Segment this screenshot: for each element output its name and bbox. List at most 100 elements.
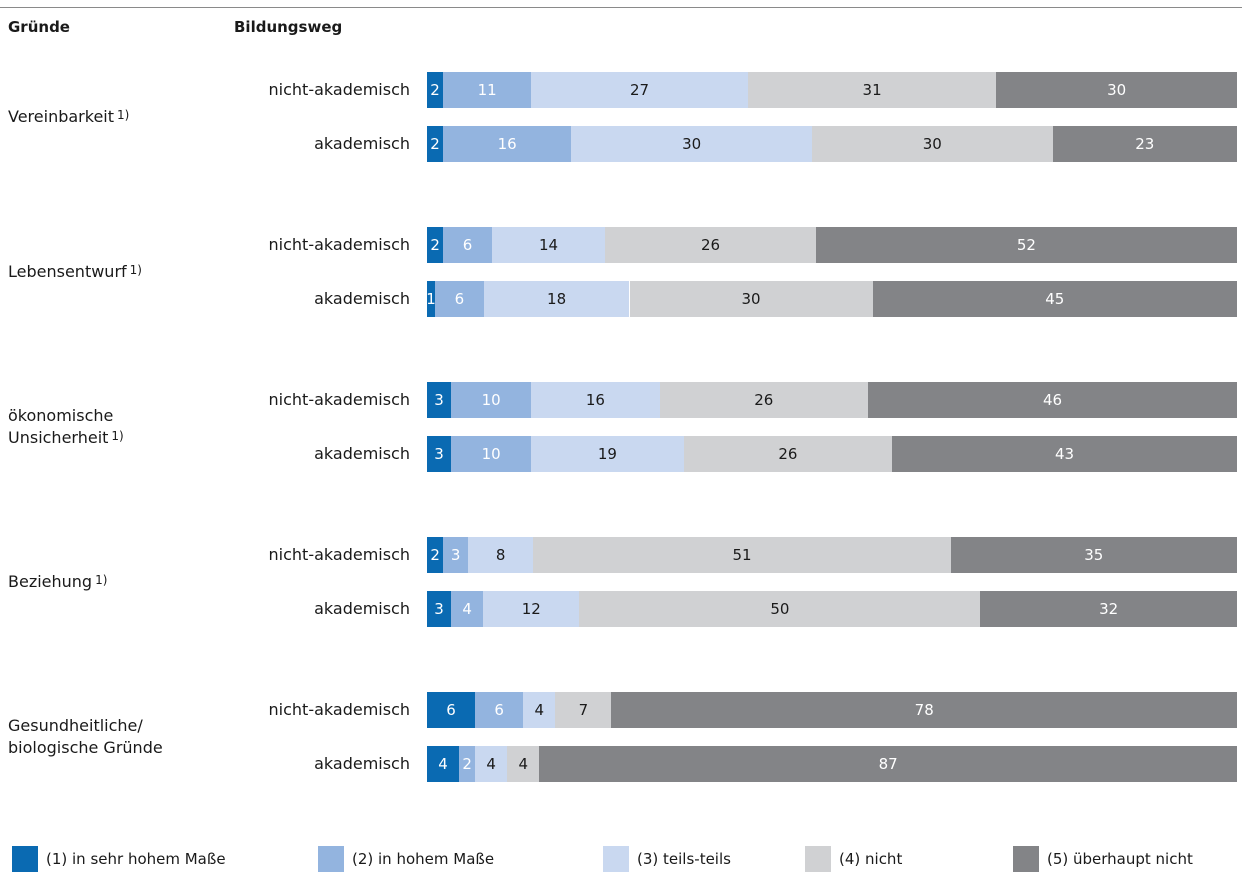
- legend-item: (4) nicht: [805, 846, 902, 872]
- bar-value-label: 8: [495, 546, 506, 564]
- group-label-line: ökonomische: [8, 406, 114, 425]
- bar-segment: 26: [605, 227, 816, 263]
- legend-swatch: [603, 846, 629, 872]
- bar-segment: 51: [533, 537, 951, 573]
- row-label: nicht-akademisch: [268, 545, 410, 564]
- bar-value-label: 6: [454, 290, 465, 308]
- row-label: akademisch: [314, 289, 410, 308]
- bar-value-label: 6: [462, 236, 473, 254]
- group-label-line: Lebensentwurf: [8, 262, 127, 281]
- bar-value-label: 32: [1099, 600, 1119, 618]
- row-label: nicht-akademisch: [268, 80, 410, 99]
- bar-value-label: 6: [494, 701, 504, 719]
- bar-segment: 16: [531, 382, 660, 418]
- bar-value-label: 16: [497, 135, 517, 153]
- footnote-marker: 1): [95, 573, 108, 587]
- bar-value-label: 2: [430, 135, 440, 153]
- bar-value-label: 30: [682, 135, 702, 153]
- row-label: nicht-akademisch: [268, 390, 410, 409]
- bar-segment: 2: [459, 746, 476, 782]
- bar-segment: 6: [427, 692, 476, 728]
- bar-segment: 2: [427, 537, 444, 573]
- bar-segment: 50: [579, 591, 981, 627]
- bar-value-label: 19: [597, 445, 617, 463]
- bar-segment: 35: [950, 537, 1237, 573]
- bar-value-label: 43: [1055, 445, 1075, 463]
- bar-segment: 87: [539, 746, 1237, 782]
- bar-segment: 30: [811, 126, 1053, 162]
- bar-segment: 4: [523, 692, 556, 728]
- bar-segment: 3: [427, 436, 452, 472]
- bar-segment: 4: [427, 746, 460, 782]
- bar-value-label: 78: [914, 701, 934, 719]
- bar-value-label: 31: [862, 81, 882, 99]
- group-label: Lebensentwurf 1): [8, 261, 142, 284]
- bar-value-label: 11: [477, 81, 497, 99]
- footnote-marker: 1): [111, 429, 124, 443]
- bar-value-label: 3: [434, 391, 444, 409]
- bar-segment: 4: [507, 746, 540, 782]
- group-label: Gesundheitliche/biologische Gründe: [8, 715, 163, 759]
- row-label: nicht-akademisch: [268, 700, 410, 719]
- bar-value-label: 30: [922, 135, 942, 153]
- bar-segment: 6: [443, 227, 492, 263]
- bar-segment: 3: [427, 591, 452, 627]
- bar-value-label: 52: [1016, 236, 1036, 254]
- bar-segment: 23: [1052, 126, 1237, 162]
- bar-segment: 8: [467, 537, 534, 573]
- footnote-marker: 1): [117, 108, 130, 122]
- bar-value-label: 7: [578, 701, 589, 719]
- bar-segment: 27: [531, 72, 748, 108]
- bar-segment: 43: [892, 436, 1237, 472]
- group-label: Vereinbarkeit 1): [8, 106, 129, 129]
- bar-value-label: 30: [1107, 81, 1127, 99]
- bar-value-label: 6: [446, 701, 456, 719]
- bar-value-label: 4: [486, 755, 496, 773]
- bar-segment: 78: [611, 692, 1237, 728]
- bar-value-label: 2: [462, 755, 472, 773]
- bar-value-label: 87: [878, 755, 898, 773]
- legend-label: (5) überhaupt nicht: [1047, 850, 1193, 868]
- row-label: nicht-akademisch: [268, 235, 410, 254]
- legend-item: (1) in sehr hohem Maße: [12, 846, 226, 872]
- bar-segment: 30: [629, 281, 873, 317]
- bar-segment: 45: [872, 281, 1237, 317]
- bar-segment: 2: [427, 72, 444, 108]
- bar-value-label: 45: [1045, 290, 1065, 308]
- bar-value-label: 2: [430, 236, 440, 254]
- bar-value-label: 46: [1042, 391, 1063, 409]
- bar-segment: 52: [815, 227, 1237, 263]
- bar-value-label: 50: [770, 600, 790, 618]
- bar-value-label: 10: [481, 445, 501, 463]
- bar-segment: 10: [451, 382, 532, 418]
- group-label-line: Gesundheitliche/: [8, 716, 143, 735]
- bar-value-label: 12: [521, 600, 541, 618]
- legend-label: (3) teils-teils: [637, 850, 731, 868]
- bar-value-label: 2: [430, 546, 440, 564]
- row-label: akademisch: [314, 444, 410, 463]
- bar-value-label: 3: [450, 546, 461, 564]
- legend-label: (1) in sehr hohem Maße: [46, 850, 226, 868]
- bar-segment: 10: [451, 436, 532, 472]
- top-rule: [0, 7, 1242, 8]
- column-header-education: Bildungsweg: [234, 18, 343, 36]
- bar-value-label: 26: [754, 391, 774, 409]
- legend-swatch: [805, 846, 831, 872]
- bar-value-label: 27: [629, 81, 650, 99]
- row-label: akademisch: [314, 754, 410, 773]
- bar-value-label: 35: [1084, 546, 1104, 564]
- bar-value-label: 30: [741, 290, 761, 308]
- legend-swatch: [318, 846, 344, 872]
- row-label: akademisch: [314, 134, 410, 153]
- bar-segment: 32: [980, 591, 1237, 627]
- bar-segment: 31: [747, 72, 997, 108]
- bar-value-label: 14: [538, 236, 559, 254]
- group-label-line: Unsicherheit: [8, 428, 109, 447]
- column-header-reasons: Gründe: [8, 18, 70, 36]
- bar-value-label: 3: [434, 600, 444, 618]
- legend-item: (3) teils-teils: [603, 846, 731, 872]
- legend-label: (4) nicht: [839, 850, 903, 868]
- bar-segment: 46: [868, 382, 1237, 418]
- bar-segment: 19: [531, 436, 684, 472]
- group-label-line: Vereinbarkeit: [8, 107, 114, 126]
